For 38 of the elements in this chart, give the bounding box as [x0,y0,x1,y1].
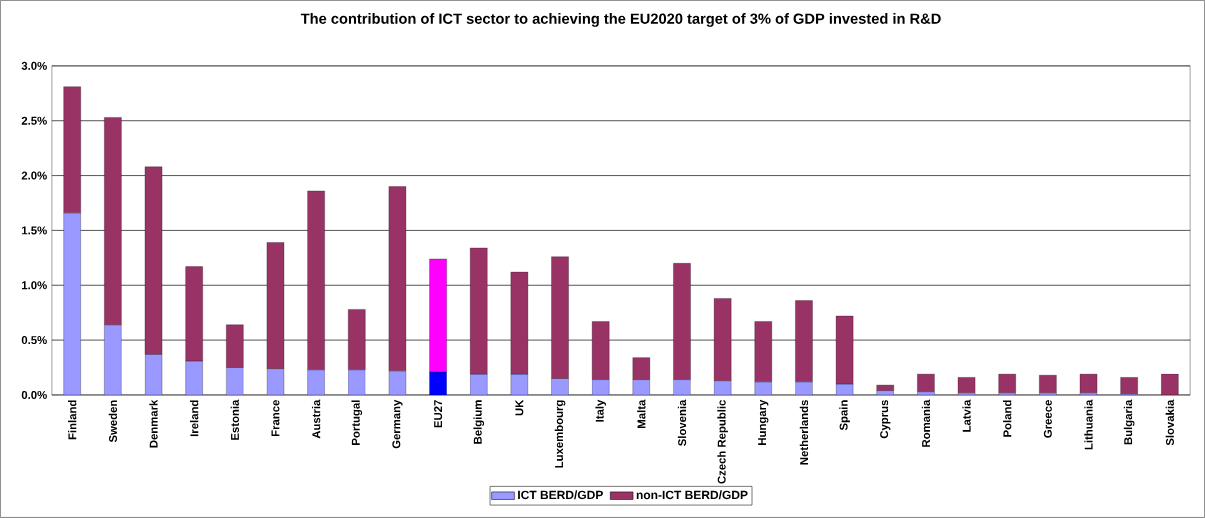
x-tick-label: Greece [1043,400,1052,438]
x-tick-label: Latvia [962,399,971,432]
x-tick-label: Austria [311,399,321,439]
x-tick-label: Bulgaria [1123,399,1135,445]
x-tick-label: Lithuania [1084,399,1093,450]
x-tick-label: Cyprus [880,400,891,439]
x-tick-label: Luxembourg [554,400,566,468]
legend-label: ICT BERD/GDP [518,490,603,500]
y-tick-label: 2.0% [21,171,47,180]
x-tick-label: Belgium [473,400,485,444]
legend-label: non-ICT BERD/GDP [636,490,748,500]
y-tick-label: 1.0% [22,281,47,290]
x-tick-label: Ireland [190,400,199,437]
x-tick-label: Hungary [758,399,769,445]
x-tick-label: Czech Republic [717,400,728,484]
x-tick-label: Sweden [108,400,118,443]
y-tick-label: 2.5% [21,116,47,125]
x-tick-label: Italy [595,399,606,422]
y-tick-label: 3.0% [21,61,47,70]
x-tick-label: Slovenia [677,399,687,447]
x-tick-label: Slovakia [1165,399,1174,446]
x-tick-label: Netherlands [799,400,809,465]
y-tick-label: 1.5% [22,226,47,235]
x-tick-label: Portugal [351,400,363,445]
x-tick-label: Romania [921,399,931,447]
x-tick-label: Germany [392,399,403,449]
x-tick-label: EU27 [434,400,443,428]
x-tick-label: France [271,400,280,437]
y-tick-label: 0.0% [21,391,47,400]
chart-title: The contribution of ICT sector to achieving the EU2020 target of 3% of GDP invested in R&D [300,13,941,27]
x-tick-label: Denmark [149,399,158,448]
x-tick-label: UK [515,399,524,416]
x-tick-label: Spain [839,400,850,431]
x-tick-label: Malta [637,399,646,428]
x-tick-label: Poland [1003,400,1012,437]
y-tick-label: 0.5% [21,336,47,345]
x-tick-label: Estonia [230,399,239,440]
x-tick-label: Finland [68,400,77,440]
